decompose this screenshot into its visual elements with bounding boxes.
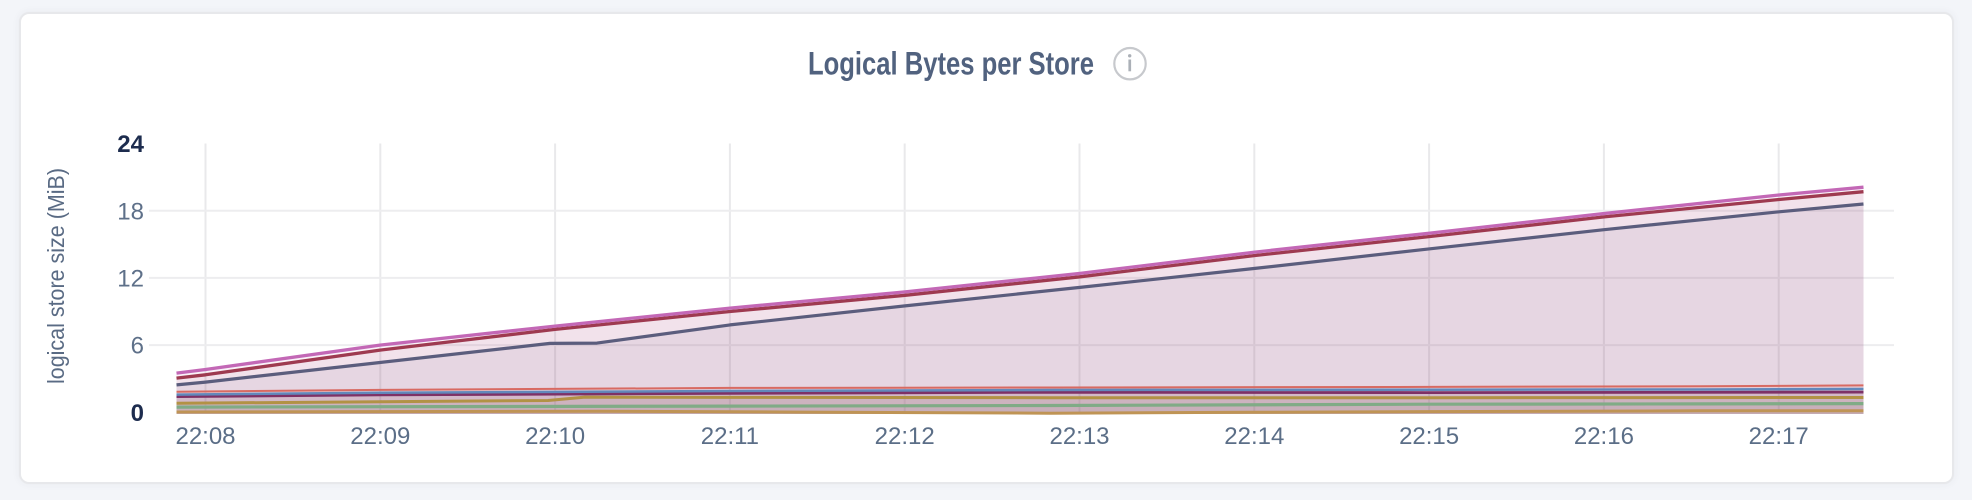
svg-text:0: 0: [131, 400, 144, 427]
svg-text:22:10: 22:10: [525, 423, 585, 450]
svg-text:22:12: 22:12: [875, 423, 935, 450]
svg-text:22:13: 22:13: [1049, 423, 1109, 450]
svg-text:22:09: 22:09: [350, 423, 410, 450]
svg-text:12: 12: [117, 266, 144, 293]
svg-text:6: 6: [131, 333, 144, 360]
svg-text:24: 24: [117, 131, 144, 158]
svg-text:22:17: 22:17: [1749, 423, 1809, 450]
svg-text:22:16: 22:16: [1574, 423, 1634, 450]
svg-text:18: 18: [117, 198, 144, 225]
svg-text:22:11: 22:11: [701, 423, 759, 450]
svg-text:Logical Bytes per Store: Logical Bytes per Store: [808, 46, 1094, 82]
svg-text:logical store size (MiB): logical store size (MiB): [43, 168, 69, 384]
svg-text:22:15: 22:15: [1399, 423, 1459, 450]
svg-text:22:08: 22:08: [175, 423, 235, 450]
svg-text:22:14: 22:14: [1224, 423, 1284, 450]
